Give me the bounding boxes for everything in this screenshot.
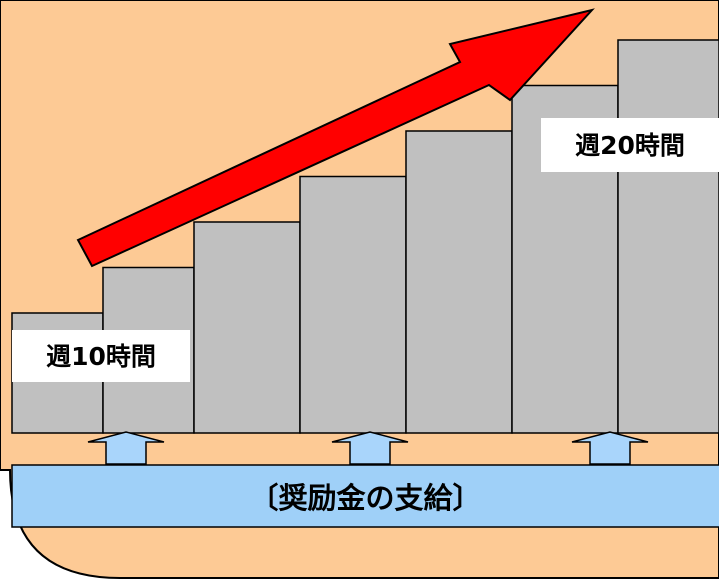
step-bar [617,39,719,434]
step-bar [405,130,513,434]
step-bar [193,221,301,434]
subsidy-banner [11,464,719,528]
support-arrow [87,431,165,465]
support-arrows [87,431,649,465]
trend-arrow [76,8,595,268]
subsidy-banner-text: 〔奨励金の支給〕 [249,481,482,515]
support-arrow [571,431,649,465]
support-arrow [331,431,409,465]
step-bar [299,175,407,434]
start-hours-label: 週10時間 [12,330,190,382]
end-hours-label: 週20時間 [541,118,719,172]
